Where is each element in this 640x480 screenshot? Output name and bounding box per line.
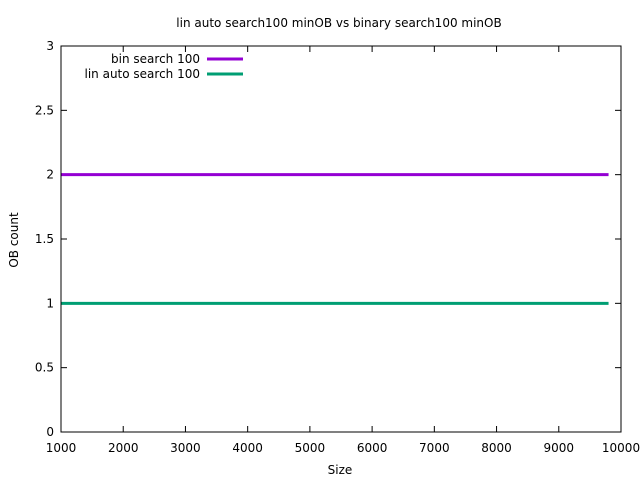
y-tick-label: 3 xyxy=(46,39,54,53)
x-tick-label: 5000 xyxy=(295,441,326,455)
x-axis-label: Size xyxy=(328,463,353,477)
x-tick-label: 4000 xyxy=(232,441,263,455)
x-tick-label: 8000 xyxy=(481,441,512,455)
y-tick-label: 1.5 xyxy=(35,232,54,246)
x-tick-label: 1000 xyxy=(46,441,77,455)
chart-title: lin auto search100 minOB vs binary searc… xyxy=(176,16,501,30)
y-tick-label: 0 xyxy=(46,425,54,439)
x-tick-label: 9000 xyxy=(544,441,575,455)
x-tick-label: 7000 xyxy=(419,441,450,455)
x-tick-label: 6000 xyxy=(357,441,388,455)
y-tick-label: 2.5 xyxy=(35,103,54,117)
x-tick-label: 2000 xyxy=(108,441,139,455)
y-tick-label: 0.5 xyxy=(35,361,54,375)
legend-label: bin search 100 xyxy=(111,52,200,66)
y-tick-label: 1 xyxy=(46,296,54,310)
x-tick-label: 10000 xyxy=(602,441,640,455)
y-axis-label: OB count xyxy=(7,212,21,268)
y-tick-label: 2 xyxy=(46,168,54,182)
legend-label: lin auto search 100 xyxy=(85,67,201,81)
x-tick-label: 3000 xyxy=(170,441,201,455)
plot-frame xyxy=(60,45,622,433)
